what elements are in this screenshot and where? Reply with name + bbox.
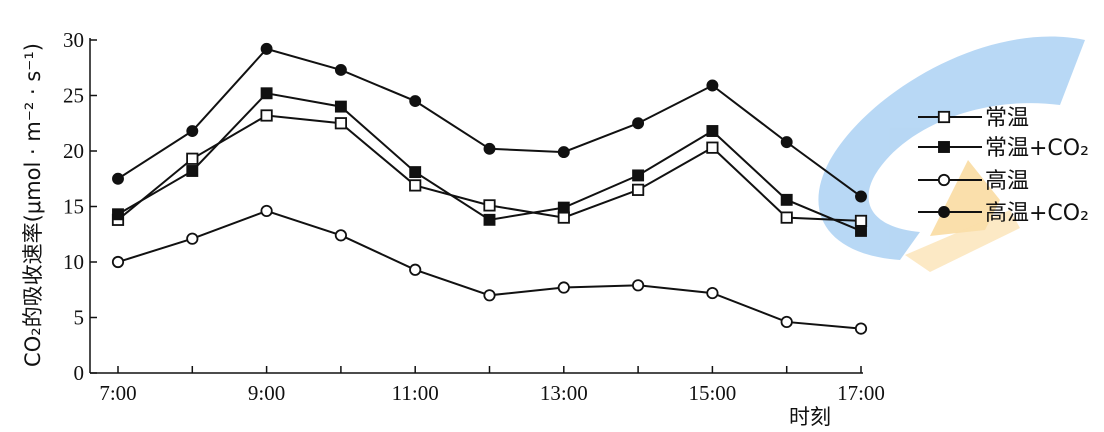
data-point [854, 214, 868, 228]
data-point [780, 136, 793, 149]
data-point [557, 201, 570, 214]
data-point [706, 286, 719, 300]
legend-label: 高温 [985, 169, 1029, 194]
legend-marker [938, 141, 950, 153]
data-point [260, 204, 273, 218]
x-tick-label: 11:00 [392, 381, 439, 405]
x-tick-label: 15:00 [688, 381, 736, 405]
legend-item-3: 高温 [918, 169, 1029, 194]
data-point [260, 42, 273, 55]
data-point [112, 172, 124, 185]
data-point [483, 289, 496, 302]
legend-label: 常温 [985, 106, 1029, 131]
data-point [186, 125, 199, 137]
legend-marker [938, 206, 950, 218]
data-point [855, 224, 867, 237]
legend-label: 高温+CO₂ [985, 201, 1089, 226]
data-point [632, 117, 645, 130]
data-point [780, 315, 793, 329]
data-point [334, 229, 347, 242]
data-point [483, 142, 496, 155]
data-point [855, 190, 867, 203]
data-point [557, 146, 570, 159]
y-tick-label: 5 [74, 306, 85, 330]
data-point [780, 211, 793, 224]
x-tick-label: 17:00 [837, 381, 885, 405]
series-layer [111, 42, 868, 335]
data-point [483, 199, 496, 212]
data-point [557, 211, 570, 224]
x-tick-label: 9:00 [248, 381, 285, 405]
legend-marker [937, 110, 951, 124]
data-point [557, 281, 570, 294]
y-tick-label: 0 [74, 361, 85, 385]
y-tick-label: 10 [63, 250, 84, 274]
x-tick-label: 7:00 [99, 381, 136, 405]
legend-item-2: 常温+CO₂ [918, 136, 1089, 161]
data-point [334, 100, 347, 113]
series-4 [112, 42, 867, 203]
data-point [854, 322, 868, 335]
series-line [117, 209, 862, 330]
legend-marker [937, 173, 951, 187]
data-point [186, 152, 199, 165]
data-point [706, 141, 719, 154]
data-point [186, 232, 199, 245]
data-point [409, 263, 422, 276]
y-tick-label: 15 [63, 195, 84, 219]
data-point [112, 208, 124, 221]
axes: 0 5 10 15 20 25 30 7:00 9:00 11:00 13:00 15:00 17:00 [63, 28, 885, 405]
y-axis-label: CO₂的吸收速率(μmol · m⁻² · s⁻¹) [21, 43, 45, 367]
x-axis-label: 时刻 [789, 405, 831, 429]
legend-label: 常温+CO₂ [985, 136, 1089, 161]
data-point [632, 169, 645, 182]
data-point [409, 166, 422, 179]
series-3 [111, 204, 868, 335]
y-tick-label: 20 [63, 139, 84, 163]
legend-item-4: 高温+CO₂ [918, 201, 1089, 226]
data-point [706, 125, 719, 137]
series-line [117, 47, 862, 198]
watermark [818, 36, 1085, 272]
data-point [334, 117, 348, 130]
data-point [111, 255, 125, 269]
data-point [409, 179, 422, 192]
data-point [260, 109, 273, 122]
legend-item-1: 常温 [918, 106, 1029, 131]
data-point [409, 95, 422, 108]
data-point [483, 213, 496, 226]
y-tick-label: 30 [63, 28, 84, 52]
y-tick-label: 25 [63, 84, 84, 108]
data-point [780, 193, 793, 206]
data-point [631, 279, 645, 292]
data-point [632, 183, 645, 196]
data-point [260, 87, 273, 100]
data-point [706, 79, 719, 92]
data-point [334, 64, 347, 76]
data-point [186, 165, 199, 177]
series-2 [112, 87, 867, 237]
x-tick-label: 13:00 [540, 381, 588, 405]
